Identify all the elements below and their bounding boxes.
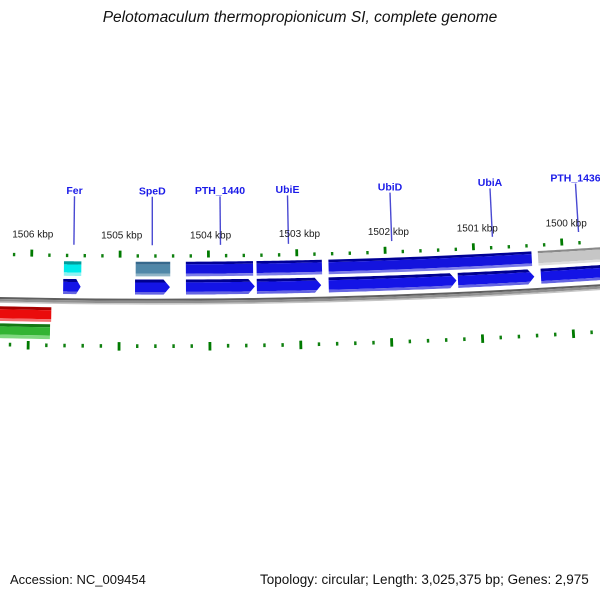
svg-text:1503 kbp: 1503 kbp <box>279 229 321 240</box>
svg-text:UbiD: UbiD <box>378 181 403 193</box>
svg-text:1505 kbp: 1505 kbp <box>101 231 143 242</box>
svg-text:UbiE: UbiE <box>276 184 300 196</box>
svg-text:1504 kbp: 1504 kbp <box>190 231 232 242</box>
svg-text:PTH_1440: PTH_1440 <box>195 185 245 197</box>
svg-text:1500 kbp: 1500 kbp <box>546 219 588 230</box>
svg-text:1501 kbp: 1501 kbp <box>457 223 499 234</box>
svg-text:SpeD: SpeD <box>139 186 166 198</box>
svg-text:UbiA: UbiA <box>478 177 503 189</box>
svg-text:Fer: Fer <box>66 185 82 197</box>
svg-text:1502 kbp: 1502 kbp <box>368 227 410 238</box>
svg-text:PTH_1436: PTH_1436 <box>550 172 600 184</box>
svg-text:1506 kbp: 1506 kbp <box>12 230 54 241</box>
